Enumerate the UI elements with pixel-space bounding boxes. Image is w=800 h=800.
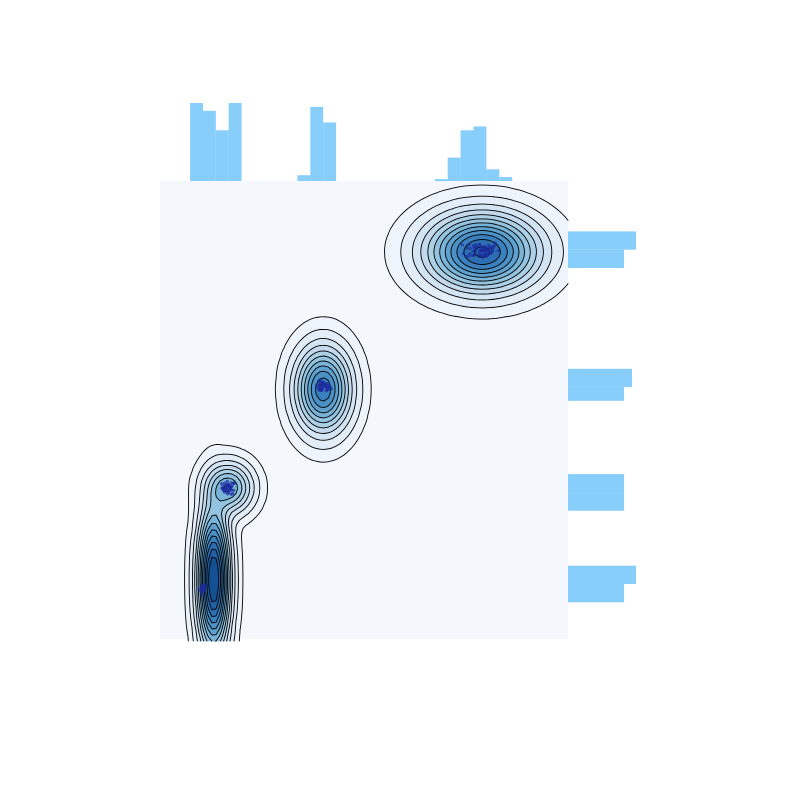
scatter-point xyxy=(472,246,476,250)
scatter-point xyxy=(225,479,229,483)
kde-contour-line xyxy=(199,222,525,642)
kde-contour-line xyxy=(202,230,514,630)
scatter-point xyxy=(317,379,321,383)
marginal-y-bar xyxy=(568,231,636,250)
scatter-point xyxy=(487,245,491,250)
marginal-y-bar xyxy=(568,249,624,268)
marginal-x-histogram xyxy=(190,103,513,182)
scatter-point xyxy=(461,252,465,256)
marginal-x-bar xyxy=(473,126,487,181)
scatter-point xyxy=(224,483,228,487)
marginal-x-bar xyxy=(215,130,229,181)
marginal-x-bar xyxy=(202,110,216,181)
scatter-point xyxy=(471,249,475,253)
scatter-point xyxy=(325,383,329,387)
scatter-point xyxy=(484,247,488,252)
scatter-point xyxy=(479,253,483,257)
scatter-point xyxy=(493,241,497,245)
scatter-point xyxy=(314,384,319,388)
scatter-point xyxy=(220,482,224,486)
scatter-point xyxy=(203,584,207,588)
scatter-point xyxy=(229,488,234,492)
marginal-x-bar xyxy=(447,157,461,181)
scatter-point xyxy=(224,486,228,490)
scatter-point xyxy=(229,485,233,489)
scatter-point xyxy=(483,244,487,249)
scatter-point xyxy=(200,585,204,589)
scatter-point xyxy=(229,481,233,485)
scatter-point xyxy=(470,253,475,258)
marginal-y-bar xyxy=(568,565,636,584)
kde-contour-line xyxy=(188,195,564,642)
kde-contour-line xyxy=(196,214,537,642)
scatter-point xyxy=(468,252,472,256)
marginal-x-bar xyxy=(228,103,242,181)
scatter-point xyxy=(317,387,321,391)
scatter-point xyxy=(464,254,468,259)
scatter-point xyxy=(200,594,204,598)
kde-contour-line xyxy=(194,209,544,642)
scatter-point xyxy=(199,587,203,591)
kde-contour-line xyxy=(192,203,553,642)
marginal-x-bar xyxy=(297,175,311,181)
scatter-point xyxy=(490,247,494,251)
marginal-y-histogram xyxy=(568,231,636,603)
scatter-point xyxy=(496,249,500,253)
marginal-y-bar xyxy=(568,492,624,511)
scatter-point xyxy=(221,488,225,492)
scatter-point xyxy=(227,491,231,495)
scatter-point xyxy=(465,246,469,250)
marginal-y-bar xyxy=(568,474,624,493)
scatter-point xyxy=(474,243,478,247)
scatter-point xyxy=(460,243,464,247)
scatter-point xyxy=(467,243,471,247)
marginal-y-bar xyxy=(568,387,624,401)
marginal-y-bar xyxy=(568,584,624,603)
kde-contour-line xyxy=(203,234,508,624)
scatter-point xyxy=(329,387,333,391)
marginal-x-bar xyxy=(323,122,337,181)
marginal-x-bar xyxy=(499,177,513,181)
scatter-point xyxy=(322,384,326,388)
scatter-points xyxy=(197,241,500,598)
scatter-point xyxy=(489,250,493,254)
scatter-point xyxy=(484,254,488,258)
kde-contour-line xyxy=(200,226,520,636)
kde-contour-panel xyxy=(160,181,569,642)
scatter-point xyxy=(326,387,330,392)
marginal-y-bar xyxy=(568,368,632,388)
kde-contour-line xyxy=(208,556,220,603)
scatter-point xyxy=(468,246,472,251)
scatter-point xyxy=(321,381,326,385)
marginal-x-bar xyxy=(310,106,324,181)
scatter-point xyxy=(475,246,479,250)
marginal-x-bar xyxy=(486,169,500,181)
scatter-point xyxy=(480,245,484,249)
scatter-point xyxy=(229,492,233,496)
marginal-x-bar xyxy=(434,179,448,182)
scatter-point xyxy=(232,481,236,485)
scatter-point xyxy=(480,249,484,253)
marginal-x-bar xyxy=(460,130,474,181)
scatter-point xyxy=(201,590,205,594)
kde-contour-line xyxy=(197,218,531,642)
kde-contour-line xyxy=(184,184,569,642)
scatter-point xyxy=(320,388,324,392)
marginal-x-bar xyxy=(190,103,203,181)
